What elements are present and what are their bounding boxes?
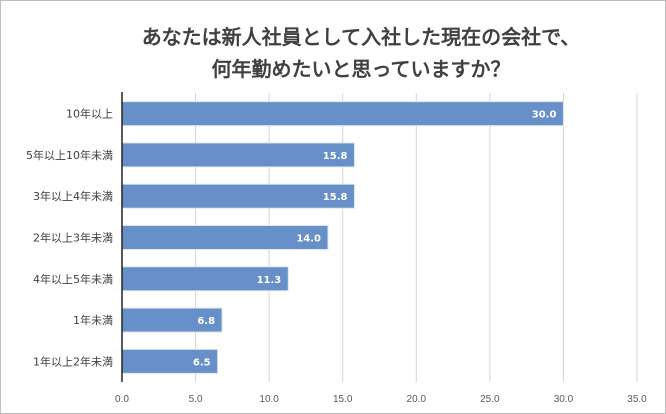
data-label: 14.0 xyxy=(296,234,321,245)
y-category-label: 2年以上3年未満 xyxy=(33,231,113,245)
bar xyxy=(121,101,564,127)
x-tick-label: 20.0 xyxy=(407,394,427,405)
chart-title-line-1: あなたは新人社員として入社した現在の会社で、 xyxy=(141,25,581,49)
x-tick-label: 0.0 xyxy=(115,394,129,405)
y-category-label: 10年以上 xyxy=(66,107,113,121)
y-category-label: 5年以上10年未満 xyxy=(26,148,113,162)
x-tick-label: 35.0 xyxy=(627,394,647,405)
y-category-label: 1年未満 xyxy=(73,313,113,327)
bar xyxy=(121,348,219,374)
y-category-label: 4年以上5年未満 xyxy=(33,272,113,286)
data-label: 30.0 xyxy=(532,110,557,121)
data-label: 15.8 xyxy=(323,151,348,162)
data-label: 6.8 xyxy=(197,316,215,327)
chart-title-line-2: 何年勤めたいと思っていますか？ xyxy=(211,57,511,81)
y-category-label: 1年以上2年未満 xyxy=(33,354,113,368)
data-label: 11.3 xyxy=(257,275,282,286)
x-tick-label: 10.0 xyxy=(259,394,279,405)
x-tick-label: 30.0 xyxy=(554,394,574,405)
data-label: 15.8 xyxy=(323,192,348,203)
bar xyxy=(121,142,355,168)
x-tick-label: 5.0 xyxy=(189,394,203,405)
x-tick-label: 15.0 xyxy=(333,394,353,405)
x-tick-label: 25.0 xyxy=(480,394,500,405)
y-category-label: 3年以上4年未満 xyxy=(33,189,113,203)
bar xyxy=(121,266,289,292)
bar xyxy=(121,183,355,209)
data-label: 6.5 xyxy=(193,357,211,368)
bar xyxy=(121,225,329,250)
